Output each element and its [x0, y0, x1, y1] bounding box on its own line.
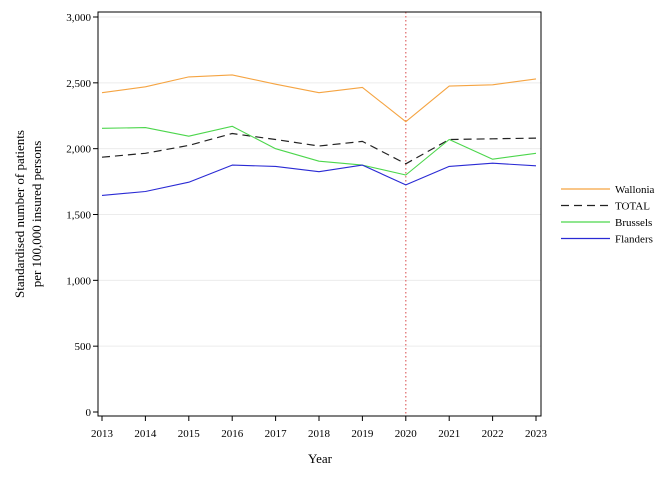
y-axis-title-line-1: Standardised number of patients	[12, 130, 27, 298]
x-axis: 2013 2014 2015 2016 2017 2018 2019 2020 2021 2022…	[91, 416, 548, 440]
x-tick-label-1: 2014	[134, 428, 157, 440]
legend-label-brussels: Brussels	[615, 217, 652, 229]
y-axis-title: Standardised number of patients per 100,…	[12, 130, 44, 298]
x-tick-label-0: 2013	[91, 428, 114, 440]
series-line-flanders	[101, 162, 537, 196]
y-tick-label-0: 0	[86, 407, 92, 419]
y-tick-label-5: 2,500	[66, 78, 91, 90]
y-axis-title-line-2: per 100,000 insured persons	[29, 141, 44, 288]
x-tick-label-6: 2019	[351, 428, 374, 440]
x-tick-label-4: 2017	[265, 428, 288, 440]
y-tick-label-4: 2,000	[66, 144, 91, 156]
y-tick-label-3: 1,500	[66, 210, 91, 222]
gridlines	[98, 16, 541, 347]
y-tick-label-6: 3,000	[66, 12, 91, 24]
legend-label-total: TOTAL	[615, 201, 650, 213]
series-lines	[101, 74, 537, 196]
x-tick-label-9: 2022	[482, 428, 504, 440]
legend-label-wallonia: Wallonia	[615, 184, 655, 196]
y-axis: 0 500 1,000 1,500 2,000 2,500 3,000	[66, 12, 98, 419]
x-tick-label-2: 2015	[178, 428, 201, 440]
series-line-wallonia	[101, 74, 537, 123]
y-tick-label-2: 1,000	[66, 275, 91, 287]
x-axis-title: Year	[308, 451, 333, 466]
x-tick-label-8: 2021	[438, 428, 460, 440]
legend: Wallonia TOTAL Brussels Flanders	[561, 184, 655, 246]
y-tick-label-1: 500	[75, 341, 92, 353]
x-tick-label-3: 2016	[221, 428, 244, 440]
legend-label-flanders: Flanders	[615, 234, 653, 246]
x-tick-label-10: 2023	[525, 428, 548, 440]
x-tick-label-5: 2018	[308, 428, 331, 440]
x-tick-label-7: 2020	[395, 428, 418, 440]
series-line-brussels	[101, 125, 537, 176]
series-line-total	[101, 132, 537, 165]
